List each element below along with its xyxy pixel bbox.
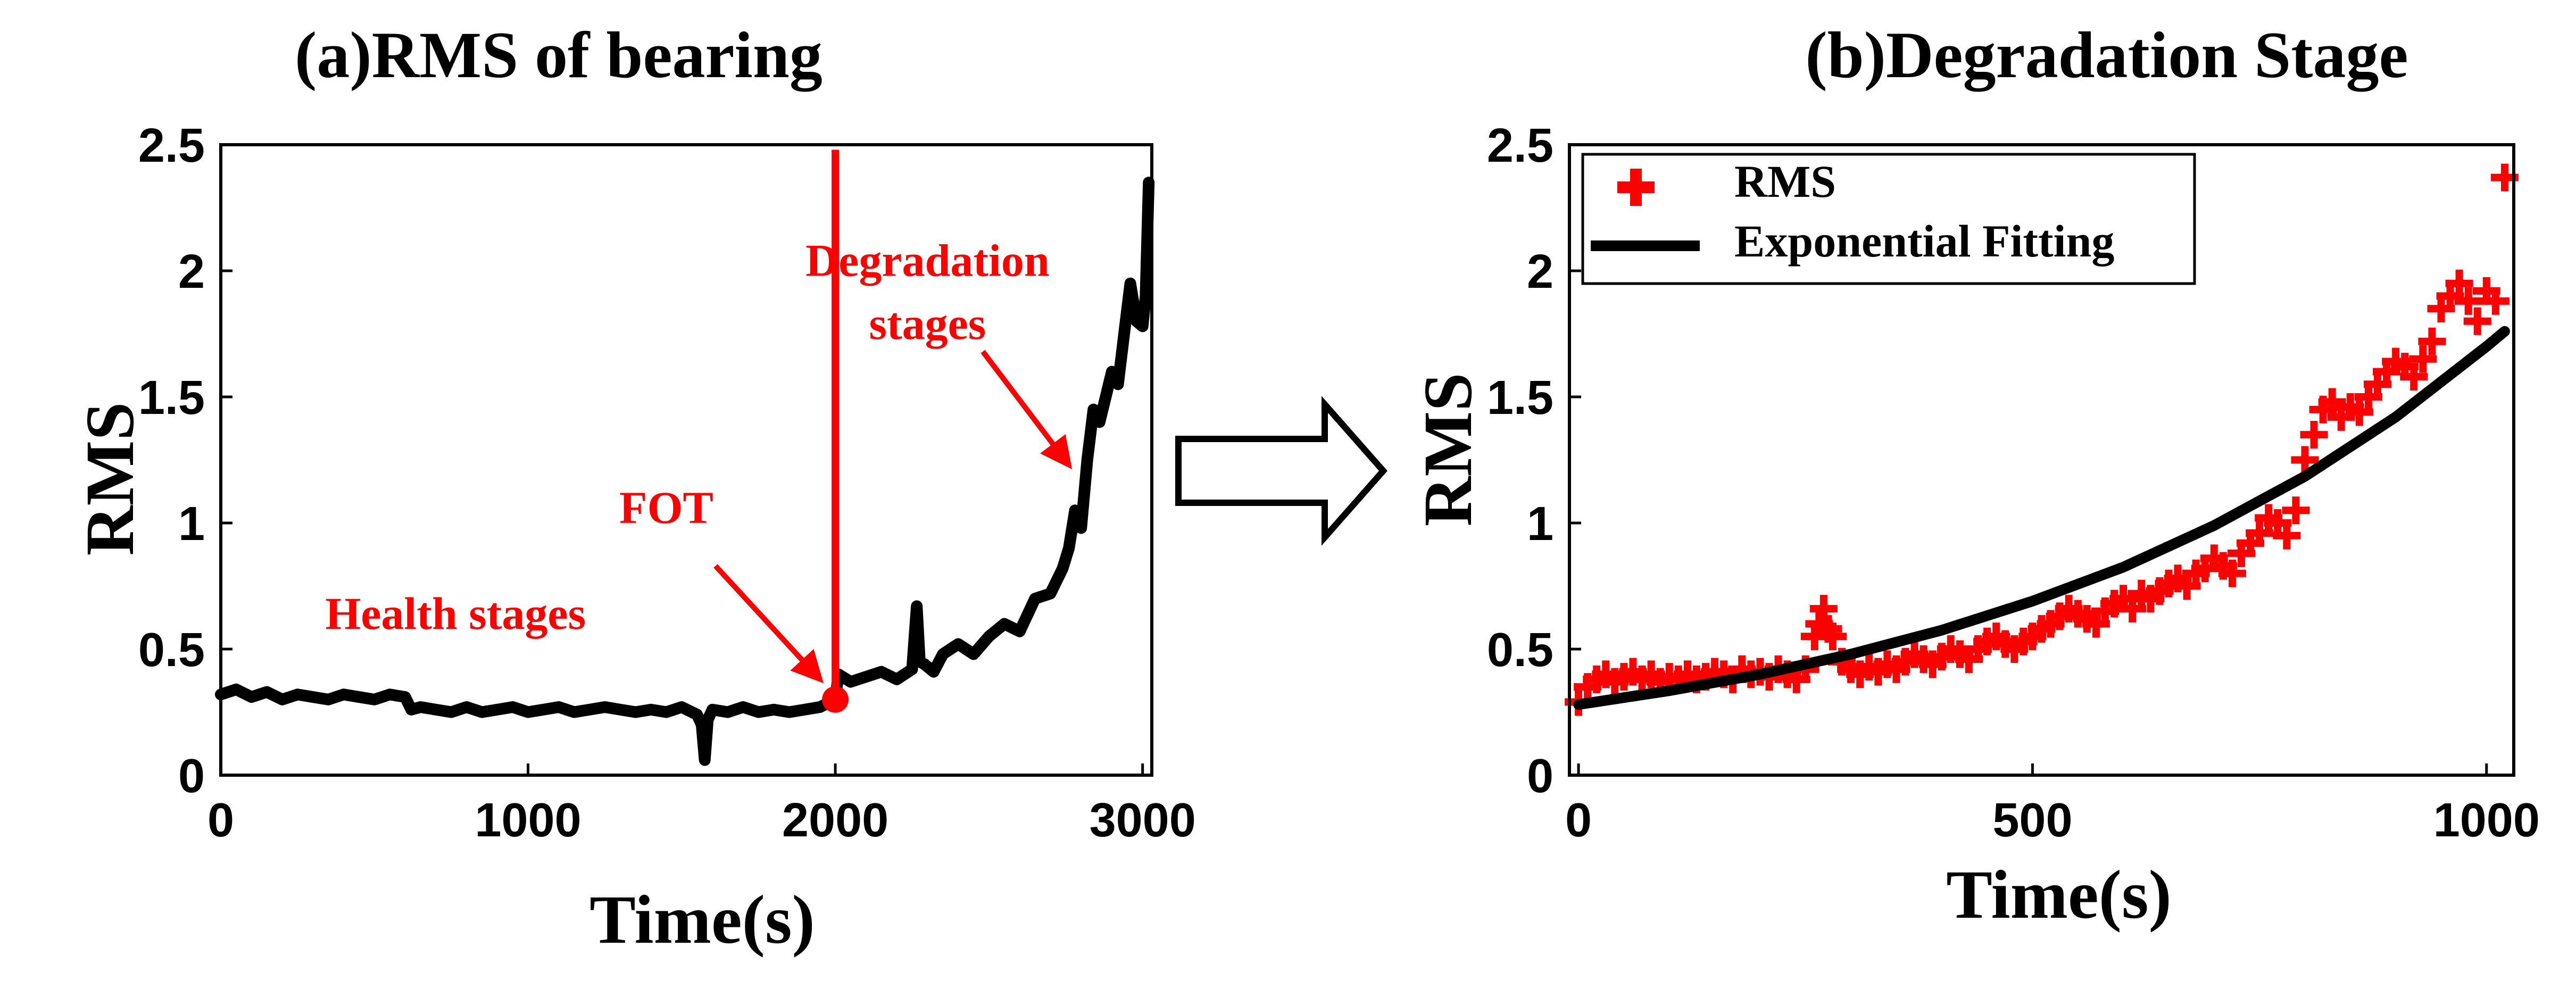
legend-rms-marker	[1617, 169, 1655, 206]
chart-b-y-tick-label: 1.5	[1487, 371, 1553, 425]
annotation-stages: stages	[869, 298, 986, 349]
chart-b-y-tick-label: 0	[1527, 750, 1553, 803]
degradation-arrow	[980, 350, 1073, 469]
rms-marker	[2282, 496, 2310, 525]
chart-a-y-tick-label: 2	[178, 245, 205, 298]
chart-a-x-tick-label: 1000	[475, 794, 581, 847]
chart-b-y-tick-label: 2.5	[1487, 119, 1553, 172]
rms-marker	[2318, 388, 2346, 416]
rms-marker	[2454, 287, 2482, 315]
chart-a-y-tick-label: 0	[178, 750, 205, 803]
chart-b-plot-frame	[1568, 143, 2515, 777]
chart-a-x-tick-label: 3000	[1090, 794, 1196, 847]
legend-rms-label: RMS	[1734, 156, 1836, 207]
chart-b-x-axis-label: Time(s)	[1946, 857, 2172, 933]
chart-b-y-tick-label: 0.5	[1487, 624, 1553, 677]
chart-b-rms-markers	[1565, 163, 2519, 716]
chart-b-y-tick-label: 2	[1527, 245, 1553, 298]
rms-marker	[2118, 595, 2147, 623]
rms-marker	[2445, 269, 2473, 297]
chart-a-x-axis-label: Time(s)	[589, 882, 815, 958]
chart-a-rms-line	[215, 177, 1155, 766]
chart-a-y-tick-label: 2.5	[138, 119, 205, 172]
chart-b-x-tick-label: 1000	[2433, 794, 2540, 847]
annotation-degradation: Degradation	[805, 235, 1050, 286]
rms-marker	[2218, 559, 2246, 587]
chart-a-title: (a)RMS of bearing	[295, 19, 822, 92]
chart-b-y-ticks: 0 0.5 1 1.5 2 2.5	[1487, 119, 1581, 803]
chart-a-y-tick-label: 0.5	[138, 624, 205, 677]
chart-a-x-tick-label: 0	[207, 794, 234, 847]
panel-a-rms-of-bearing: (a)RMS of bearing Time(s) RMS 0 1000 2000 3…	[72, 19, 1196, 958]
rms-marker	[2300, 421, 2328, 449]
exponential-fit-curve	[1573, 326, 2510, 710]
rms-marker	[2400, 363, 2428, 391]
rms-marker	[2418, 327, 2446, 355]
chart-b-x-tick-label: 500	[1992, 794, 2072, 847]
chart-a-y-axis-label: RMS	[72, 402, 148, 556]
rms-marker	[2246, 519, 2274, 547]
legend-fit-label: Exponential Fitting	[1734, 215, 2114, 267]
legend: RMS Exponential Fitting	[1581, 153, 2196, 285]
annotation-fot: FOT	[619, 482, 713, 533]
chart-b-title: (b)Degradation Stage	[1805, 19, 2408, 92]
rms-marker	[2291, 446, 2319, 474]
panel-b-degradation-stage: (b)Degradation Stage Time(s) RMS 0 500 100…	[1410, 19, 2540, 933]
chart-a-y-ticks: 0 0.5 1 1.5 2 2.5	[138, 119, 232, 803]
chart-a-x-ticks: 0 1000 2000 3000	[207, 763, 1196, 847]
rms-marker	[2481, 287, 2509, 315]
chart-b-y-axis-label: RMS	[1410, 373, 1486, 527]
legend-box	[1581, 153, 2196, 285]
fot-point	[822, 686, 849, 713]
chart-b-x-ticks: 0 500 1000	[1565, 763, 2540, 847]
chart-a-y-tick-label: 1	[178, 497, 205, 551]
chart-b-y-tick-label: 1	[1527, 497, 1553, 551]
chart-a-plot-frame	[219, 143, 1153, 777]
rms-marker	[1818, 622, 1847, 651]
rms-marker	[2345, 398, 2373, 426]
rms-marker	[2463, 307, 2491, 335]
rms-marker	[2273, 521, 2301, 550]
chart-a-x-tick-label: 2000	[782, 794, 888, 847]
fot-arrow	[713, 564, 824, 684]
annotation-health-stages: Health stages	[325, 588, 586, 639]
transition-arrow	[1175, 396, 1387, 546]
chart-b-x-tick-label: 0	[1565, 794, 1592, 847]
rms-marker	[2409, 345, 2437, 373]
rms-marker	[1809, 595, 1838, 623]
chart-a-y-tick-label: 1.5	[138, 371, 205, 425]
